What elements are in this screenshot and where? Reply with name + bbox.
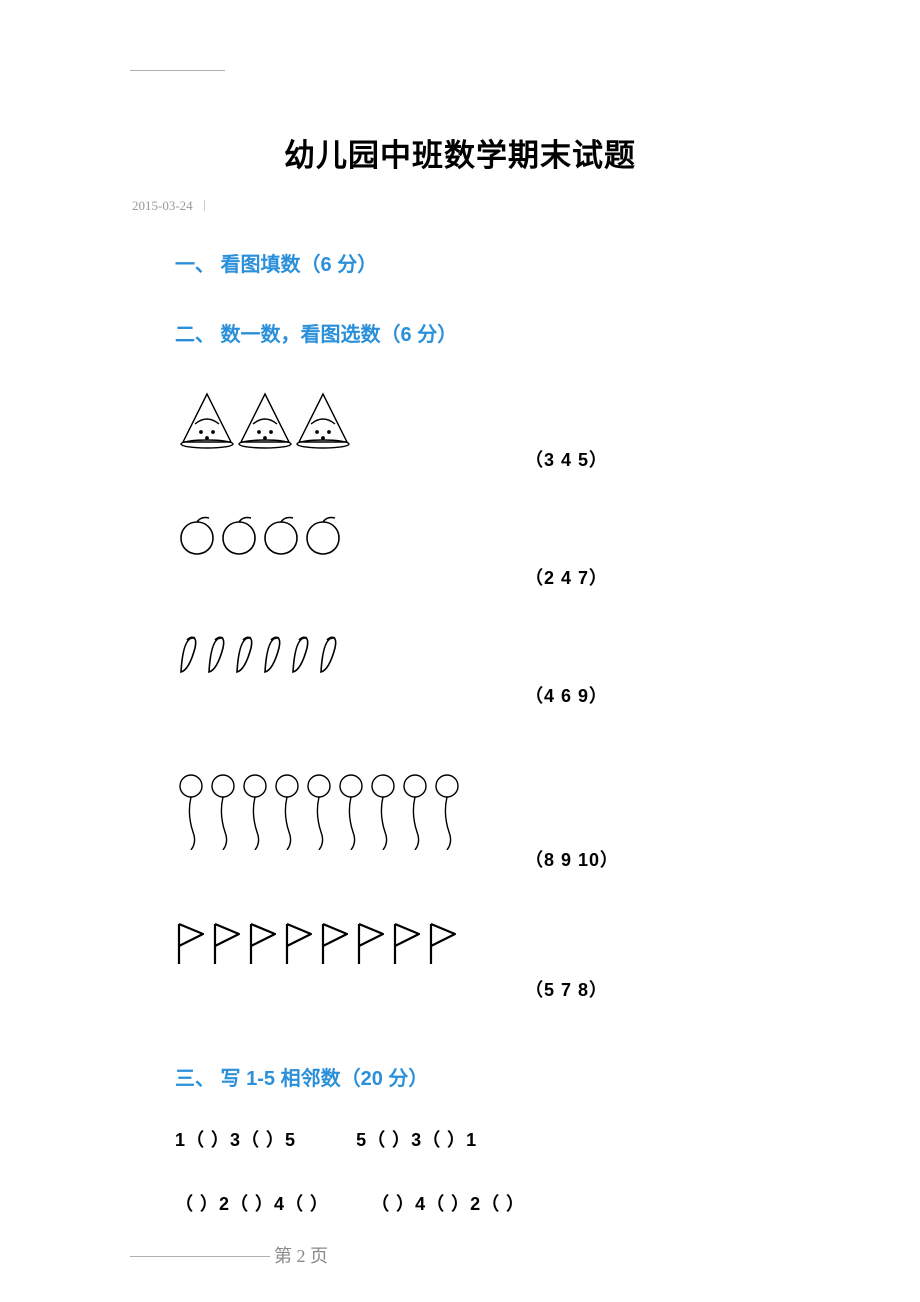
question-row-2: （2 4 7） <box>175 510 755 563</box>
seq-2a: （ ）2（ ）4（ ） <box>175 1194 329 1214</box>
seq-2b: （ ）4（ ）2（ ） <box>371 1194 525 1214</box>
section-3-heading: 三、 写 1-5 相邻数（20 分） <box>175 1062 428 1091</box>
footer-text: 第 2 页 <box>274 1246 328 1266</box>
q4-icons <box>175 770 475 855</box>
sequence-line-1: 1（ ）3（ ）5 5（ ）3（ ）1 <box>175 1126 477 1152</box>
question-row-5: （5 7 8） <box>175 920 755 973</box>
seq-1b: 5（ ）3（ ）1 <box>356 1130 477 1150</box>
question-row-3: （4 6 9） <box>175 630 755 685</box>
question-row-1: （3 4 5） <box>175 390 755 459</box>
page-title: 幼儿园中班数学期末试题 <box>0 130 920 175</box>
q5-icons <box>175 920 475 973</box>
q4-options: （8 9 10） <box>525 846 619 872</box>
date-divider <box>204 200 205 211</box>
seq-1a: 1（ ）3（ ）5 <box>175 1130 296 1150</box>
footer-rule <box>130 1256 270 1257</box>
q3-icons <box>175 630 355 685</box>
page-footer: 第 2 页 <box>130 1242 328 1268</box>
question-row-4: （8 9 10） <box>175 770 755 855</box>
q1-options: （3 4 5） <box>525 446 608 472</box>
q5-options: （5 7 8） <box>525 976 608 1002</box>
sequence-line-2: （ ）2（ ）4（ ） （ ）4（ ）2（ ） <box>175 1190 525 1216</box>
date-text: 2015-03-24 <box>132 198 193 213</box>
q1-icons <box>175 390 355 459</box>
top-rule <box>130 70 225 71</box>
q2-options: （2 4 7） <box>525 564 608 590</box>
section-1-heading: 一、 看图填数（6 分） <box>175 248 377 277</box>
section-2-heading: 二、 数一数，看图选数（6 分） <box>175 318 457 347</box>
q3-options: （4 6 9） <box>525 682 608 708</box>
q2-icons <box>175 510 355 563</box>
date-line: 2015-03-24 <box>132 198 205 214</box>
